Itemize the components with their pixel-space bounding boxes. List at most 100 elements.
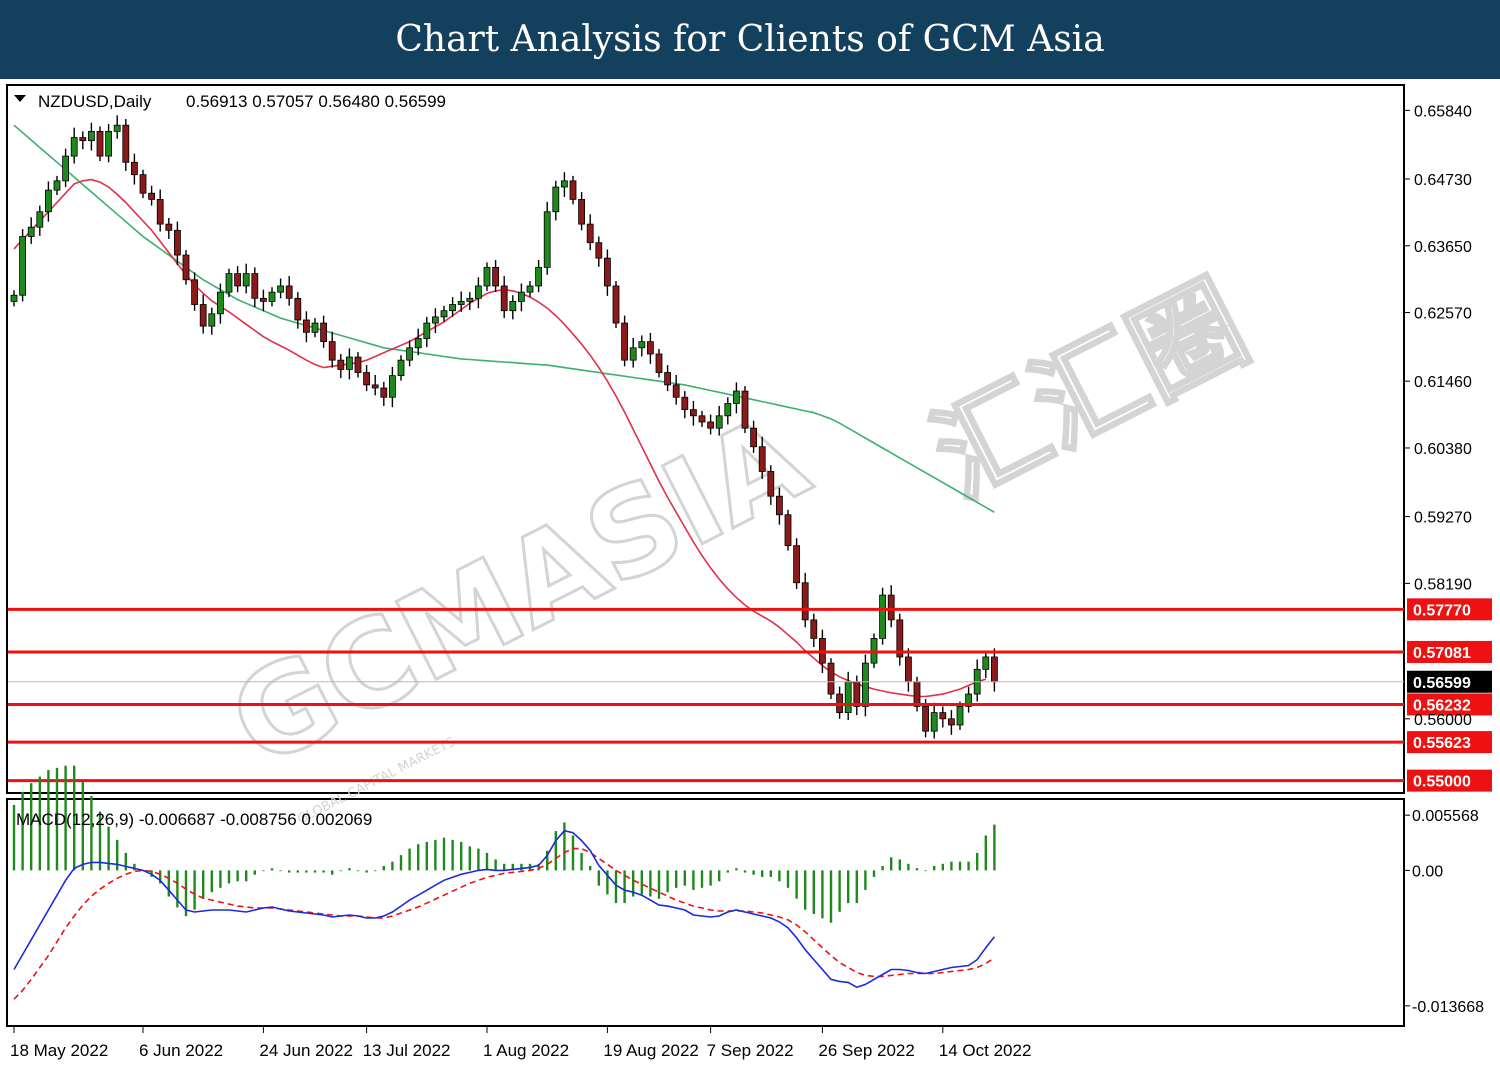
candle xyxy=(750,420,757,453)
candle xyxy=(216,283,224,324)
svg-text:0.56232: 0.56232 xyxy=(1413,697,1471,714)
level-tag: 0.56232 xyxy=(1407,693,1492,716)
candle xyxy=(638,335,646,357)
candle xyxy=(139,169,147,199)
candle xyxy=(259,289,267,312)
macd-hist-bar xyxy=(881,866,884,871)
macd-hist-bar xyxy=(700,870,704,888)
macd-hist-bar xyxy=(202,870,205,899)
candle xyxy=(251,267,259,307)
macd-hist-bar xyxy=(245,870,248,882)
candle xyxy=(79,131,87,150)
candle xyxy=(27,217,35,244)
candle xyxy=(483,262,491,291)
macd-hist-bar xyxy=(786,870,790,888)
price-tick-label: 0.65840 xyxy=(1414,103,1472,120)
macd-hist-bar xyxy=(73,765,76,871)
candle xyxy=(294,292,302,329)
candle xyxy=(621,315,628,367)
macd-hist-bar xyxy=(864,870,867,890)
level-tag: 0.57770 xyxy=(1407,598,1492,621)
macd-hist-bar xyxy=(98,811,102,871)
macd-hist-bar xyxy=(176,870,179,908)
candle xyxy=(388,366,396,408)
macd-hist-bar xyxy=(382,866,385,871)
ohlc-open: 0.56913 xyxy=(186,92,247,111)
candle xyxy=(862,654,869,717)
candle xyxy=(776,487,783,525)
macd-hist-bar xyxy=(692,870,695,890)
macd-hist-bar xyxy=(296,870,299,873)
report-banner: Chart Analysis for Clients of GCM Asia xyxy=(0,0,1500,79)
candle xyxy=(612,281,620,329)
candle xyxy=(62,148,69,188)
price-pane[interactable] xyxy=(6,84,1405,794)
candle xyxy=(148,185,156,206)
candle xyxy=(363,365,371,392)
macd-hist-bar xyxy=(546,850,549,871)
candle xyxy=(328,331,336,368)
macd-hist-bar xyxy=(597,870,600,886)
macd-hist-bar xyxy=(193,870,196,910)
macd-hist-bar xyxy=(976,852,979,871)
candle xyxy=(681,391,689,419)
candle xyxy=(827,658,835,700)
macd-hist-bar xyxy=(55,767,59,871)
macd-hist-bar xyxy=(907,863,910,871)
price-tick-label: 0.64730 xyxy=(1414,172,1472,189)
candle xyxy=(96,126,104,162)
candle xyxy=(431,308,439,333)
candle xyxy=(88,122,95,151)
candle xyxy=(930,702,938,739)
macd-hist-bar xyxy=(941,863,944,871)
macd-tick-label: 0.00 xyxy=(1412,863,1443,880)
date-tick-label: 1 Aug 2022 xyxy=(483,1041,569,1060)
macd-hist-bar xyxy=(503,863,506,871)
dropdown-triangle-icon[interactable] xyxy=(14,95,26,102)
candle xyxy=(707,414,714,435)
candle xyxy=(896,613,904,666)
level-tag: 0.57081 xyxy=(1407,640,1492,663)
candle xyxy=(449,297,457,317)
candle xyxy=(801,572,809,628)
macd-hist-bar xyxy=(915,868,919,871)
candle xyxy=(647,332,654,364)
candle xyxy=(371,375,379,396)
macd-hist-bar xyxy=(434,839,437,871)
candle xyxy=(561,172,568,197)
candle xyxy=(380,381,388,406)
candle xyxy=(345,348,353,380)
candle xyxy=(105,123,112,163)
macd-hist-bar xyxy=(494,859,497,871)
macd-hist-bar xyxy=(812,870,815,914)
macd-hist-bar xyxy=(184,870,188,917)
candle xyxy=(879,587,886,645)
candle xyxy=(19,229,27,302)
macd-hist-bar xyxy=(236,870,239,882)
macd-hist-bar xyxy=(958,861,962,871)
macd-hist-bar xyxy=(442,837,446,871)
macd-hist-bar xyxy=(399,855,403,871)
macd-hist-bar xyxy=(804,870,807,910)
candle xyxy=(285,276,293,306)
price-tick-label: 0.63650 xyxy=(1414,239,1472,256)
macd-hist-bar xyxy=(322,870,325,873)
macd-hist-bar xyxy=(898,859,901,871)
candle xyxy=(509,295,517,320)
price-axis: 0.65840 0.64730 0.63650 0.62570 0.61460 0.603… xyxy=(1404,103,1472,729)
macd-hist-bar xyxy=(227,870,231,884)
candle xyxy=(302,311,310,343)
chart-area[interactable]: GCMASIA 汇汇圈 GLOBAL CAPITAL MARKETS 0.565… xyxy=(0,79,1500,1071)
macd-hist-bar xyxy=(675,870,678,888)
macd-pane[interactable] xyxy=(6,798,1405,1027)
candle xyxy=(595,236,603,267)
candle xyxy=(552,180,560,221)
candle xyxy=(543,201,551,275)
candle xyxy=(225,268,233,298)
candle xyxy=(698,410,706,427)
macd-hist-bar xyxy=(12,804,16,871)
macd-hist-bar xyxy=(262,870,265,872)
candle xyxy=(191,272,199,311)
macd-hist-bar xyxy=(709,870,712,886)
macd-hist-bar xyxy=(356,870,360,872)
